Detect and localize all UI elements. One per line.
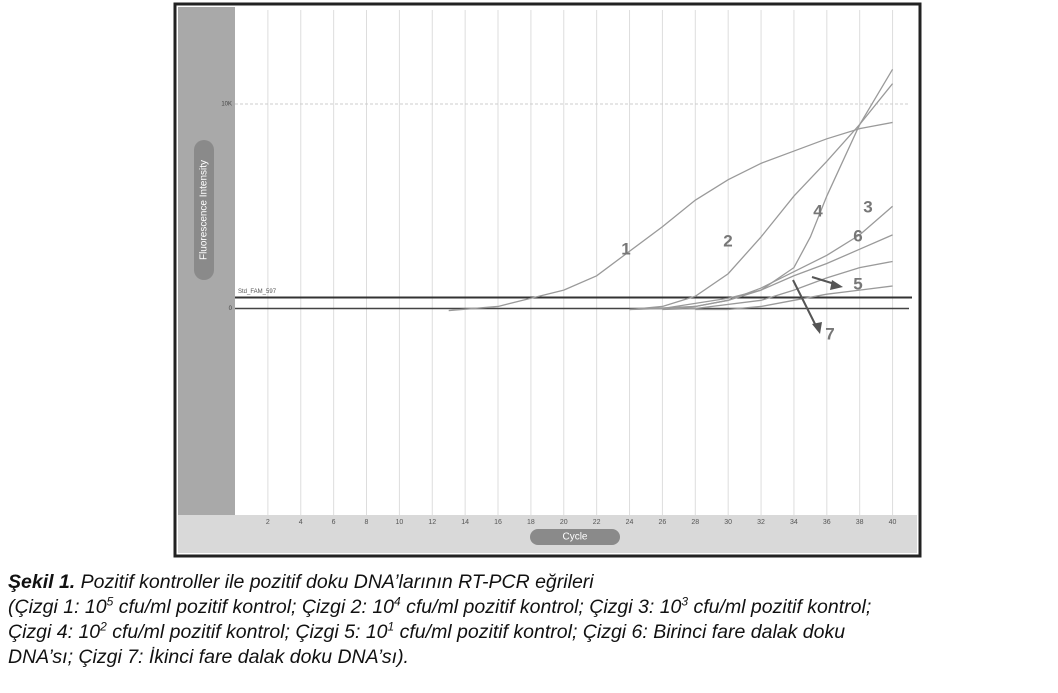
caption-text: (Çizgi 1: 10	[8, 596, 107, 618]
caption-body: (Çizgi 1: 105 cfu/ml pozitif kontrol; Çi…	[8, 594, 872, 669]
caption-text: cfu/ml pozitif kontrol; Çizgi 3: 10	[400, 596, 682, 618]
x-axis-label: Cycle	[562, 532, 587, 543]
arrow-7-head	[812, 322, 822, 334]
curve	[695, 285, 893, 311]
caption-text: cfu/ml pozitif kontrol;	[688, 596, 872, 618]
caption-text: cfu/ml pozitif kontrol; Çizgi 6: Birinci…	[394, 621, 846, 643]
plot-area	[235, 10, 910, 515]
caption-heading: Pozitif kontroller ile pozitif doku DNA’…	[80, 571, 594, 593]
x-tick-label: 4	[299, 519, 303, 526]
figure: Fluorescence Intensity Cycle 2 4 6 8 10 12 14 1…	[173, 2, 922, 558]
x-tick-label: 14	[461, 519, 469, 526]
x-tick-label: 8	[365, 519, 369, 526]
curve-label: 6	[853, 226, 862, 245]
x-tick-label: 20	[560, 519, 568, 526]
y-tick-label: 10K	[221, 102, 232, 108]
curve	[629, 83, 894, 311]
superscript: 3	[681, 594, 689, 609]
caption-text: DNA’sı; Çizgi 7: İkinci fare dalak doku …	[8, 646, 409, 668]
y-axis-label: Fluorescence Intensity	[199, 160, 210, 260]
curve-label: 4	[813, 201, 823, 220]
x-tick-label: 2	[266, 519, 270, 526]
curve-label: 2	[723, 231, 732, 250]
curve-label: 5	[853, 274, 862, 293]
x-tick-label: 36	[823, 519, 831, 526]
caption-text: cfu/ml pozitif kontrol; Çizgi 5: 10	[106, 621, 388, 643]
x-tick-label: 24	[626, 519, 634, 526]
y-pill	[194, 140, 214, 280]
x-tick-label: 12	[428, 519, 436, 526]
caption: Şekil 1. Pozitif kontroller ile pozitif …	[8, 570, 1053, 670]
x-tick-label: 10	[395, 519, 403, 526]
x-tick-label: 28	[691, 519, 699, 526]
superscript: 5	[106, 594, 114, 609]
caption-text: Çizgi 4: 10	[8, 621, 101, 643]
x-tick-label: 30	[724, 519, 732, 526]
arrow-7	[792, 279, 819, 331]
plot-layer: 2 4 6 8 10 12 14 16 18 20 22 24 26 28 30 32 34 36 38 40010K…	[221, 10, 912, 526]
x-tick-label: 32	[757, 519, 765, 526]
curve	[629, 234, 893, 311]
x-tick-label: 26	[659, 519, 667, 526]
x-tick-label: 38	[856, 519, 864, 526]
x-tick-label: 6	[332, 519, 336, 526]
x-pill	[530, 529, 620, 545]
superscript: 2	[100, 619, 107, 634]
curve	[448, 121, 893, 312]
curve-label: 1	[621, 239, 630, 258]
curve	[662, 260, 893, 311]
y-tick-label: 0	[229, 306, 233, 312]
x-tick-label: 34	[790, 519, 798, 526]
caption-title: Şekil 1.	[8, 571, 76, 593]
caption-text: cfu/ml pozitif kontrol; Çizgi 2: 10	[113, 596, 395, 618]
threshold-label: Std_FAM_597	[238, 289, 277, 295]
arrow-5-head	[830, 280, 843, 290]
x-tick-label: 22	[593, 519, 601, 526]
curve-label: 7	[825, 324, 834, 343]
superscript: 1	[387, 619, 395, 634]
superscript: 4	[394, 594, 401, 609]
x-tick-label: 16	[494, 519, 502, 526]
x-tick-label: 40	[889, 519, 897, 526]
x-tick-label: 18	[527, 519, 535, 526]
curve	[662, 68, 894, 311]
curve-label: 3	[863, 197, 872, 216]
